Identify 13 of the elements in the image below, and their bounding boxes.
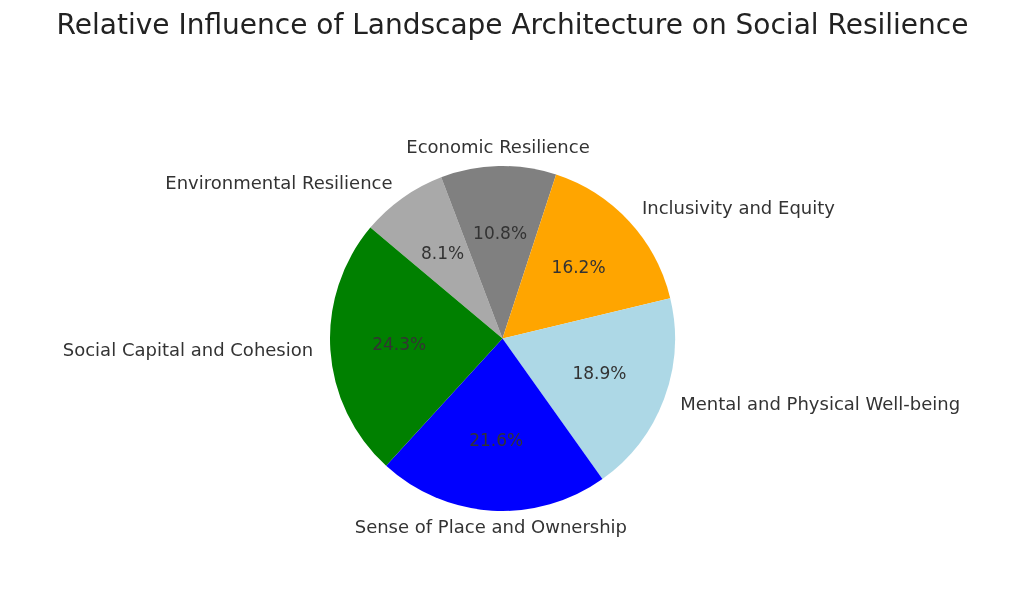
data-label: 16.2% (551, 256, 606, 277)
data-label: 8.1% (420, 242, 465, 263)
slice-label: Environmental Resilience (165, 171, 393, 193)
data-label: 18.9% (572, 363, 627, 384)
data-label: 21.6% (469, 430, 524, 451)
slice-label: Mental and Physical Well-being (680, 392, 961, 414)
slice-label: Social Capital and Cohesion (62, 338, 314, 360)
data-label: 10.8% (473, 223, 528, 244)
slice-label: Sense of Place and Ownership (354, 515, 628, 537)
data-label: 24.3% (372, 333, 427, 354)
chart-title: Relative Influence of Landscape Architecture on Social Resilience (55, 8, 970, 41)
slice-label: Economic Resilience (406, 136, 590, 158)
slice-label: Inclusivity and Equity (641, 197, 836, 219)
